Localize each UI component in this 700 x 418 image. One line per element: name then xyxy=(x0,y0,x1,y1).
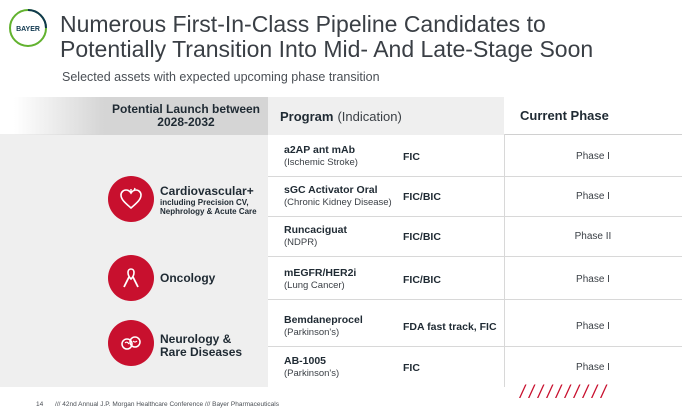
program-name: Runcaciguat xyxy=(284,224,348,236)
table-row: mEGFR/HER2i (Lung Cancer) FIC/BIC Phase … xyxy=(268,260,682,300)
neurology-area-icon xyxy=(108,320,154,366)
program-name: Bemdaneprocel xyxy=(284,314,363,326)
program-status: FIC/BIC xyxy=(403,274,441,286)
bayer-logo: BAYER xyxy=(8,8,48,48)
program-indication: (NDPR) xyxy=(284,237,318,248)
program-indication: (Parkinson's) xyxy=(284,368,340,379)
table-row: Runcaciguat (NDPR) FIC/BIC Phase II xyxy=(268,217,682,257)
brain-icon xyxy=(121,336,141,350)
program-indication: (Ischemic Stroke) xyxy=(284,157,358,168)
program-status: FIC xyxy=(403,362,420,374)
area-label: Oncology xyxy=(160,271,216,285)
program-name: mEGFR/HER2i xyxy=(284,267,357,279)
program-status: FIC/BIC xyxy=(403,191,441,203)
oncology-area: Oncology xyxy=(160,272,215,285)
table-row: Bemdaneprocel (Parkinson's) FDA fast tra… xyxy=(268,307,682,347)
header-program-label: Program xyxy=(280,108,334,124)
title-line-1: Numerous First-In-Class Pipeline Candida… xyxy=(60,11,546,37)
program-phase: Phase I xyxy=(576,151,610,162)
page-number: 14 xyxy=(36,401,44,408)
row-separator xyxy=(268,176,682,177)
ribbon-icon xyxy=(123,268,139,288)
logo-text: BAYER xyxy=(16,26,40,33)
table-row: a2AP ant mAb (Ischemic Stroke) FIC Phase… xyxy=(268,137,682,177)
row-separator xyxy=(268,256,682,257)
program-phase: Phase I xyxy=(576,321,610,332)
row-separator xyxy=(268,216,682,217)
program-status: FIC xyxy=(403,151,420,163)
cardiovascular-area: Cardiovascular+ including Precision CV, … xyxy=(160,184,268,217)
header-program: Program (Indication) xyxy=(268,97,504,135)
program-phase: Phase I xyxy=(576,362,610,373)
program-phase: Phase II xyxy=(574,231,612,242)
heart-icon xyxy=(120,187,142,210)
row-separator xyxy=(268,346,682,347)
program-phase: Phase I xyxy=(576,191,610,202)
header-phase: Current Phase xyxy=(504,97,682,135)
area-label: Cardiovascular+ xyxy=(160,184,254,198)
footer-text: /// 42nd Annual J.P. Morgan Healthcare C… xyxy=(55,401,279,408)
program-indication: (Parkinson's) xyxy=(284,327,340,338)
area-sublabel: including Precision CV, Nephrology & Acu… xyxy=(160,198,257,216)
header-program-sub: (Indication) xyxy=(337,108,402,124)
footer: 14 /// 42nd Annual J.P. Morgan Healthcar… xyxy=(36,401,279,408)
title-line-2: Potentially Transition Into Mid- And Lat… xyxy=(60,36,594,62)
oncology-area-icon xyxy=(108,255,154,301)
page-subtitle: Selected assets with expected upcoming p… xyxy=(62,70,380,84)
program-phase: Phase I xyxy=(576,274,610,285)
program-name: AB-1005 xyxy=(284,355,327,367)
program-status: FDA fast track, FIC xyxy=(403,321,497,333)
row-separator xyxy=(268,299,682,300)
program-indication: (Lung Cancer) xyxy=(284,280,345,291)
neurology-area: Neurology & Rare Diseases xyxy=(160,332,243,359)
table-row: sGC Activator Oral (Chronic Kidney Disea… xyxy=(268,177,682,217)
column-divider xyxy=(504,134,505,387)
header-fade xyxy=(14,97,104,135)
program-indication: (Chronic Kidney Disease) xyxy=(284,197,392,208)
table-row: AB-1005 (Parkinson's) FIC Phase I xyxy=(268,348,682,388)
program-status: FIC/BIC xyxy=(403,231,441,243)
header-launch: Potential Launch between 2028-2032 xyxy=(104,97,268,135)
decorative-slashes: ////////// xyxy=(520,382,611,402)
bayer-cross-logo-icon: BAYER xyxy=(9,9,47,47)
program-name: sGC Activator Oral xyxy=(284,184,378,196)
program-name: a2AP ant mAb xyxy=(284,144,355,156)
cardiovascular-area-icon xyxy=(108,176,154,222)
page-title: Numerous First-In-Class Pipeline Candida… xyxy=(60,12,593,62)
